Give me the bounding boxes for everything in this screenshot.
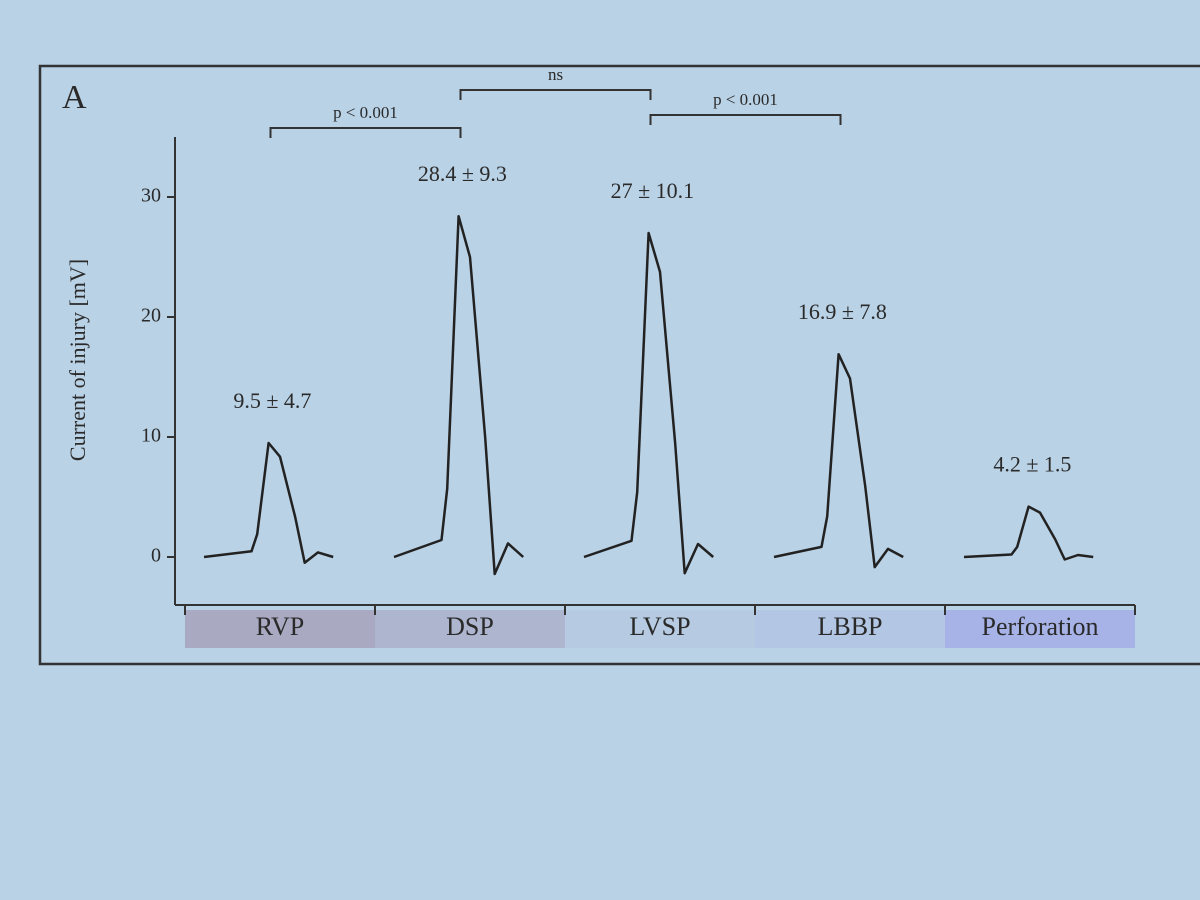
waveform — [773, 352, 904, 569]
panel-label: A — [62, 79, 87, 116]
category-band — [375, 610, 565, 648]
value-label: 9.5 ± 4.7 — [233, 388, 311, 413]
y-tick-label: 10 — [141, 425, 161, 447]
value-label: 27 ± 10.1 — [611, 178, 695, 203]
category-band — [755, 610, 945, 648]
value-label: 4.2 ± 1.5 — [993, 452, 1071, 477]
x-tick-label: LVSP — [629, 612, 690, 641]
waveform — [393, 214, 525, 576]
significance-label: ns — [548, 65, 563, 84]
x-tick-label: DSP — [446, 612, 494, 641]
y-tick-label: 30 — [141, 185, 161, 207]
significance-label: p < 0.001 — [333, 103, 398, 122]
category-band — [185, 610, 375, 648]
y-axis-label: Current of injury [mV] — [65, 259, 90, 461]
waveform — [963, 505, 1094, 561]
significance-bracket — [649, 114, 842, 125]
waveform — [583, 231, 715, 575]
x-tick-label: Perforation — [982, 612, 1099, 641]
category-band — [565, 610, 755, 648]
significance-label: p < 0.001 — [713, 90, 778, 109]
waveform — [203, 441, 334, 564]
x-tick-label: LBBP — [817, 612, 882, 641]
significance-bracket — [459, 89, 652, 100]
y-tick-label: 0 — [151, 545, 161, 567]
value-label: 16.9 ± 7.8 — [798, 299, 887, 324]
significance-bracket — [269, 127, 462, 138]
category-band — [945, 610, 1135, 648]
panel-frame — [38, 64, 1200, 666]
value-label: 28.4 ± 9.3 — [418, 161, 507, 186]
x-tick-label: RVP — [256, 612, 305, 641]
y-tick-label: 20 — [141, 305, 161, 327]
